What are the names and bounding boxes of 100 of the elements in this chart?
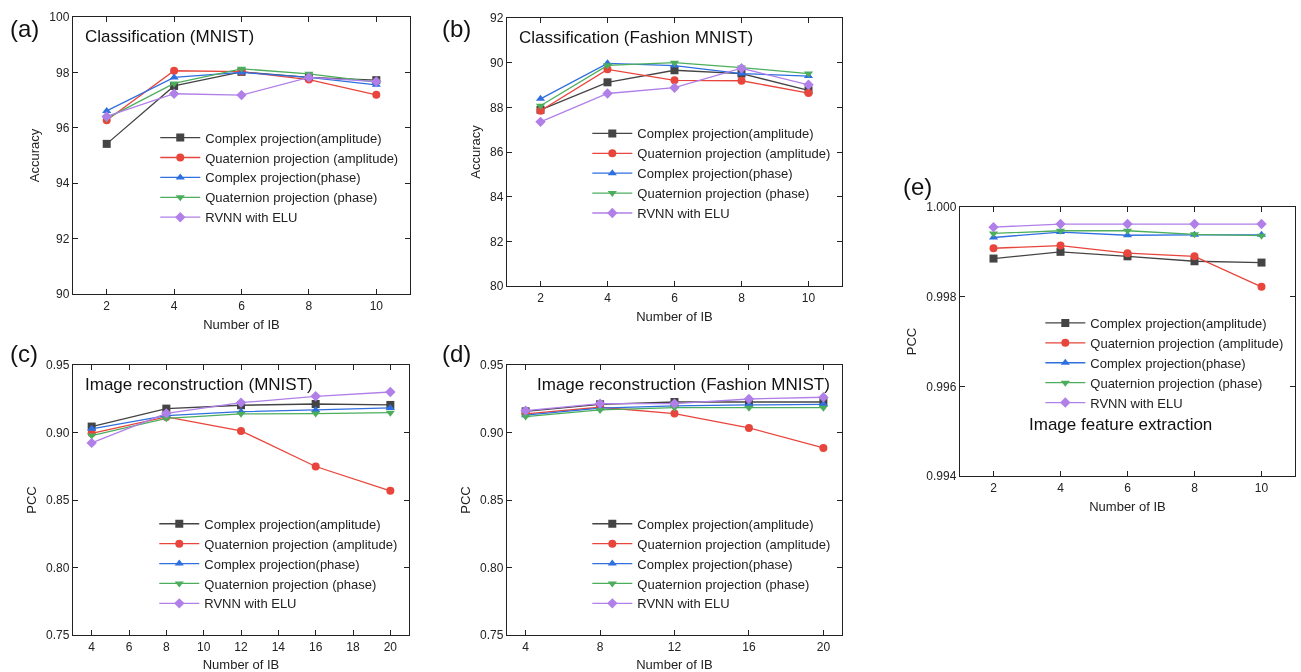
y-tick-label: 0.85 bbox=[480, 493, 504, 508]
x-axis-title: Number of IB bbox=[202, 657, 280, 672]
x-tick-label: 4 bbox=[88, 639, 96, 654]
text: (a) bbox=[10, 15, 40, 42]
x-tick-label: 4 bbox=[170, 298, 178, 313]
y-axis-title: Accuracy bbox=[27, 128, 43, 183]
legend-label: RVNN with ELU bbox=[637, 206, 730, 222]
y-tick-label: 0.75 bbox=[46, 628, 70, 643]
legend-label: RVNN with ELU bbox=[205, 210, 298, 226]
x-tick-label: 20 bbox=[816, 639, 831, 654]
y-axis-title: Accuracy bbox=[468, 124, 484, 179]
x-tick-label: 8 bbox=[162, 639, 170, 654]
legend-label: Quaternion projection (phase) bbox=[204, 576, 377, 592]
legend-label: Quaternion projection (amplitude) bbox=[204, 536, 398, 552]
legend-label: RVNN with ELU bbox=[637, 596, 730, 612]
x-tick-label: 6 bbox=[125, 639, 133, 654]
y-tick-label: 92 bbox=[490, 11, 504, 26]
x-axis-title: Number of IB bbox=[636, 657, 713, 672]
y-tick-label: 0.994 bbox=[926, 469, 957, 484]
y-tick-label: 100 bbox=[49, 10, 70, 25]
x-tick-label: 14 bbox=[271, 639, 286, 654]
y-axis-title: PCC bbox=[24, 486, 40, 514]
legend-label: Quaternion projection (amplitude) bbox=[1090, 335, 1284, 351]
legend-label: Quaternion projection (amplitude) bbox=[637, 536, 831, 552]
y-tick-label: 92 bbox=[56, 231, 70, 246]
y-tick-label: 84 bbox=[490, 189, 504, 204]
y-tick-label: 0.75 bbox=[480, 628, 504, 643]
legend-label: Complex projection(amplitude) bbox=[205, 130, 382, 146]
y-tick-label: 0.90 bbox=[46, 425, 70, 440]
x-tick-label: 8 bbox=[1191, 480, 1199, 495]
text: Image reconstruction (MNIST) bbox=[85, 375, 313, 394]
text: (c) bbox=[10, 340, 38, 367]
legend-label: Complex projection(amplitude) bbox=[637, 126, 814, 142]
y-axis-title: PCC bbox=[904, 327, 920, 356]
x-tick-label: 8 bbox=[596, 639, 604, 654]
legend-label: Complex projection(phase) bbox=[204, 556, 360, 572]
x-tick-label: 12 bbox=[234, 639, 248, 654]
y-tick-label: 0.90 bbox=[480, 425, 504, 440]
legend-label: Complex projection(phase) bbox=[637, 556, 793, 572]
y-tick-label: 0.85 bbox=[46, 493, 70, 508]
x-tick-label: 2 bbox=[103, 298, 111, 313]
legend-label: RVNN with ELU bbox=[204, 596, 297, 612]
legend-label: Quaternion projection (amplitude) bbox=[637, 146, 831, 162]
y-tick-label: 86 bbox=[490, 145, 504, 160]
x-tick-label: 16 bbox=[308, 639, 323, 654]
legend-label: Complex projection(phase) bbox=[637, 166, 793, 182]
x-tick-label: 12 bbox=[667, 639, 682, 654]
y-tick-label: 96 bbox=[56, 121, 70, 135]
legend-label: RVNN with ELU bbox=[1090, 395, 1183, 411]
text: Classification (MNIST) bbox=[85, 27, 255, 46]
x-tick-label: 2 bbox=[537, 290, 545, 305]
y-tick-label: 1.000 bbox=[926, 200, 957, 215]
legend-label: Quaternion projection (phase) bbox=[205, 190, 378, 206]
y-tick-label: 94 bbox=[56, 176, 70, 191]
x-tick-label: 4 bbox=[1057, 480, 1065, 495]
x-tick-label: 2 bbox=[990, 480, 998, 495]
text: Image feature extraction bbox=[1029, 415, 1213, 434]
legend-label: Quaternion projection (phase) bbox=[637, 186, 810, 202]
x-tick-label: 10 bbox=[369, 298, 384, 313]
y-tick-label: 0.95 bbox=[480, 358, 504, 373]
legend-label: Quaternion projection (phase) bbox=[1090, 375, 1263, 391]
x-tick-label: 6 bbox=[671, 290, 679, 305]
x-tick-label: 4 bbox=[522, 639, 530, 654]
legend-label: Complex projection(amplitude) bbox=[204, 516, 381, 532]
y-axis-title: PCC bbox=[458, 486, 474, 514]
text: Classification (Fashion MNIST) bbox=[519, 28, 754, 47]
text: Image reconstruction (Fashion MNIST) bbox=[537, 375, 830, 394]
x-axis-title: Number of IB bbox=[203, 317, 280, 333]
x-tick-label: 6 bbox=[1124, 480, 1132, 495]
x-tick-label: 20 bbox=[383, 639, 398, 654]
legend-label: Complex projection(amplitude) bbox=[1090, 316, 1267, 332]
y-tick-label: 0.996 bbox=[926, 379, 957, 394]
y-tick-label: 0.80 bbox=[46, 560, 70, 575]
y-tick-label: 90 bbox=[490, 55, 504, 70]
y-tick-label: 80 bbox=[490, 279, 504, 294]
x-tick-label: 10 bbox=[801, 290, 816, 305]
text: (b) bbox=[442, 15, 472, 42]
x-tick-label: 10 bbox=[196, 639, 211, 654]
x-tick-label: 4 bbox=[604, 290, 612, 305]
legend-label: Quaternion projection (amplitude) bbox=[205, 150, 399, 166]
x-tick-label: 18 bbox=[346, 639, 360, 654]
y-tick-label: 0.998 bbox=[926, 289, 957, 304]
x-tick-label: 8 bbox=[738, 290, 746, 305]
x-tick-label: 8 bbox=[305, 298, 313, 313]
x-tick-label: 16 bbox=[742, 639, 756, 654]
text: (e) bbox=[903, 173, 933, 200]
y-tick-label: 90 bbox=[56, 287, 70, 302]
y-tick-label: 88 bbox=[490, 100, 504, 115]
x-tick-label: 6 bbox=[238, 298, 246, 313]
y-tick-label: 0.95 bbox=[46, 358, 70, 373]
legend-label: Complex projection(phase) bbox=[205, 170, 361, 186]
y-tick-label: 98 bbox=[56, 65, 70, 80]
legend-label: Quaternion projection (phase) bbox=[637, 576, 810, 592]
x-tick-label: 10 bbox=[1254, 480, 1269, 495]
x-axis-title: Number of IB bbox=[1089, 499, 1166, 515]
text: (d) bbox=[442, 340, 472, 367]
y-tick-label: 82 bbox=[490, 234, 504, 249]
x-axis-title: Number of IB bbox=[636, 309, 713, 325]
legend-label: Complex projection(phase) bbox=[1090, 355, 1246, 371]
y-tick-label: 0.80 bbox=[480, 560, 504, 575]
